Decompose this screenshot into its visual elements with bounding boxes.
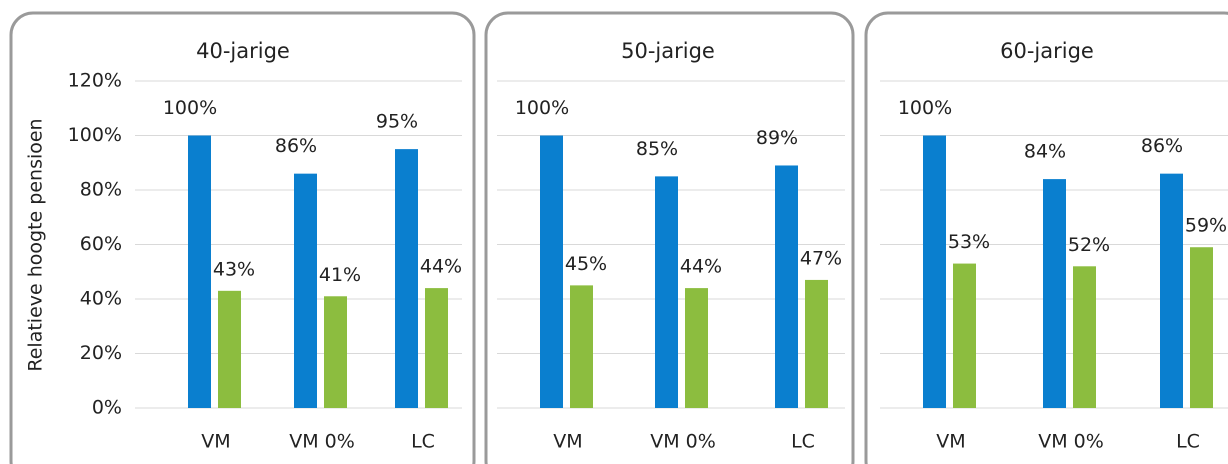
bar <box>1190 247 1213 408</box>
value-label: 84% <box>1024 141 1066 163</box>
bar <box>805 279 828 408</box>
value-label: 86% <box>1141 135 1183 157</box>
bar <box>218 290 241 408</box>
value-label: 44% <box>680 256 722 278</box>
x-tick-label: LC <box>1176 431 1200 453</box>
y-tick-label: 100% <box>68 124 122 146</box>
value-label: 41% <box>319 264 361 286</box>
value-label: 89% <box>756 127 798 149</box>
value-label: 43% <box>213 258 255 280</box>
x-tick-label: VM <box>553 431 582 453</box>
value-label: 47% <box>800 247 842 269</box>
x-tick-label: VM <box>201 431 230 453</box>
x-tick-label: LC <box>791 431 815 453</box>
panel-title: 50-jarige <box>621 39 715 63</box>
value-label: 52% <box>1068 234 1110 256</box>
bar <box>685 288 708 408</box>
x-tick-label: VM 0% <box>1038 431 1104 453</box>
value-label: 45% <box>565 253 607 275</box>
value-label: 86% <box>275 135 317 157</box>
bar <box>953 263 976 408</box>
y-tick-label: 0% <box>92 397 122 419</box>
value-label: 100% <box>515 97 569 119</box>
value-label: 100% <box>163 97 217 119</box>
bar <box>1043 179 1066 408</box>
y-tick-label: 20% <box>80 342 122 364</box>
x-tick-label: VM 0% <box>650 431 716 453</box>
value-label: 100% <box>898 97 952 119</box>
bar <box>540 135 563 408</box>
value-label: 95% <box>376 111 418 133</box>
bar <box>395 149 418 408</box>
y-axis-label: Relatieve hoogte pensioen <box>25 118 47 371</box>
x-tick-label: VM 0% <box>289 431 355 453</box>
bar <box>655 176 678 408</box>
bar <box>1073 266 1096 408</box>
value-label: 44% <box>420 256 462 278</box>
bar <box>923 135 946 408</box>
bar <box>775 165 798 408</box>
value-label: 85% <box>636 138 678 160</box>
bar <box>425 288 448 408</box>
panel-title: 60-jarige <box>1000 39 1094 63</box>
bar <box>188 135 211 408</box>
bar <box>324 296 347 408</box>
bar <box>570 285 593 408</box>
bar <box>294 173 317 408</box>
y-tick-label: 80% <box>80 179 122 201</box>
y-tick-label: 60% <box>80 233 122 255</box>
y-tick-label: 40% <box>80 288 122 310</box>
y-tick-label: 120% <box>68 70 122 92</box>
value-label: 53% <box>948 231 990 253</box>
panel-title: 40-jarige <box>196 39 290 63</box>
value-label: 59% <box>1185 215 1227 237</box>
panel-frame <box>864 11 1228 464</box>
x-tick-label: LC <box>411 431 435 453</box>
bar <box>1160 173 1183 408</box>
panel-frame <box>9 11 476 464</box>
x-tick-label: VM <box>936 431 965 453</box>
panel-frame <box>484 11 855 464</box>
